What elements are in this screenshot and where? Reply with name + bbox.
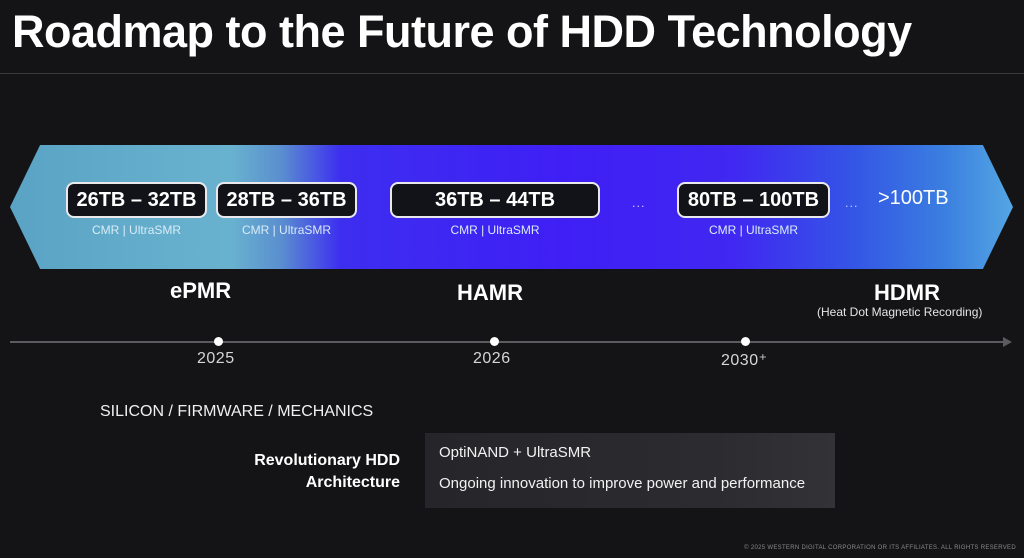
- timeline-dot-2025: [214, 337, 223, 346]
- capacity-subtitle-3: CMR | UltraSMR: [450, 223, 540, 237]
- capacity-subtitle-4: CMR | UltraSMR: [708, 223, 799, 237]
- year-2025: 2025: [197, 350, 235, 367]
- capacity-pill-2: 28TB – 36TB: [216, 182, 357, 218]
- title-divider: [0, 73, 1024, 74]
- copyright-notice: © 2025 WESTERN DIGITAL CORPORATION OR IT…: [744, 545, 1016, 551]
- tech-hdmr-subtitle: (Heat Dot Magnetic Recording): [817, 305, 983, 319]
- timeline-dot-2030: [741, 337, 750, 346]
- ellipsis-1: ...: [632, 197, 646, 210]
- tech-hdmr: HDMR: [874, 280, 940, 305]
- capacity-pill-3: 36TB – 44TB: [390, 182, 600, 218]
- architecture-label-line-1: Revolutionary HDD: [254, 452, 400, 469]
- architecture-label-line-2: Architecture: [305, 474, 400, 491]
- capacity-subtitle-2: CMR | UltraSMR: [241, 223, 332, 237]
- tech-epmr: ePMR: [170, 278, 232, 303]
- year-2026: 2026: [473, 350, 511, 367]
- ellipsis-2: ...: [845, 197, 859, 210]
- year-2030-plus: 2030⁺: [721, 352, 768, 369]
- timeline-axis: [10, 341, 1005, 343]
- timeline-dot-2026: [490, 337, 499, 346]
- architecture-panel: OptiNAND + UltraSMR Ongoing innovation t…: [425, 433, 835, 508]
- capacity-subtitle-1: CMR | UltraSMR: [91, 223, 182, 237]
- architecture-label: Revolutionary HDD Architecture: [200, 450, 400, 494]
- architecture-item-1: OptiNAND + UltraSMR: [439, 444, 592, 461]
- silicon-firmware-heading: SILICON / FIRMWARE / MECHANICS: [100, 403, 374, 420]
- capacity-pill-4: 80TB – 100TB: [677, 182, 830, 218]
- timeline-arrowhead: [1003, 337, 1012, 347]
- capacity-pill-1: 26TB – 32TB: [66, 182, 207, 218]
- page-title: Roadmap to the Future of HDD Technology: [12, 6, 912, 57]
- architecture-item-2: Ongoing innovation to improve power and …: [439, 475, 806, 492]
- tech-hamr: HAMR: [457, 280, 523, 305]
- capacity-beyond: >100TB: [878, 187, 949, 209]
